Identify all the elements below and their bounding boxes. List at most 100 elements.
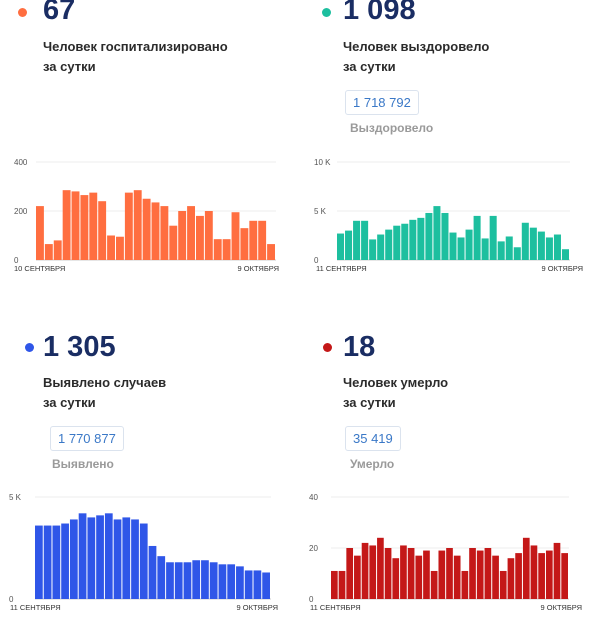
bar	[98, 201, 107, 260]
x-end-label: 9 ОКТЯБРЯ	[237, 603, 278, 612]
bar	[430, 570, 438, 599]
bar	[377, 234, 385, 260]
bar	[157, 556, 166, 599]
bar	[160, 206, 169, 260]
bar	[538, 553, 545, 599]
bar	[209, 562, 218, 599]
bar	[124, 192, 133, 261]
bar	[196, 215, 204, 260]
bar	[151, 202, 160, 260]
y-tick-label: 0	[309, 595, 314, 604]
bar	[457, 237, 465, 260]
bar	[561, 553, 568, 599]
bar	[227, 564, 236, 599]
bar	[337, 233, 345, 260]
bar	[492, 555, 499, 599]
bar	[537, 231, 545, 260]
deaths-desc-line1: Человек умерло	[343, 375, 449, 390]
bar	[484, 548, 492, 599]
y-tick-label: 5 K	[314, 207, 327, 216]
hospitalized-desc-line1: Человек госпитализировано	[43, 39, 228, 54]
bar	[507, 558, 515, 599]
y-tick-label: 20	[309, 544, 318, 553]
bar	[43, 525, 52, 599]
bar	[201, 560, 209, 599]
bar	[258, 220, 267, 260]
bar	[433, 206, 441, 260]
bar	[407, 548, 415, 599]
bar	[131, 519, 139, 599]
bar	[423, 550, 430, 599]
bar	[133, 190, 142, 260]
cases-total: 1 770 877	[50, 426, 124, 451]
bar	[513, 247, 521, 260]
bar	[545, 550, 553, 599]
bar	[377, 537, 384, 599]
bar	[505, 236, 513, 260]
bar	[489, 215, 497, 260]
bar	[522, 537, 530, 599]
bar	[148, 545, 157, 599]
bar	[499, 570, 507, 599]
bar	[361, 542, 369, 599]
recovered-desc-line1: Человек выздоровело	[343, 39, 490, 54]
bar	[61, 523, 69, 599]
bar	[369, 545, 377, 599]
bar	[218, 564, 227, 599]
bar	[166, 562, 174, 599]
bar	[231, 212, 240, 260]
bar	[62, 190, 71, 260]
y-tick-label: 200	[14, 207, 28, 216]
cases-desc-line2: за сутки	[43, 395, 96, 410]
bar	[473, 215, 481, 260]
cases-desc-line1: Выявлено случаев	[43, 375, 167, 390]
bar	[515, 553, 522, 599]
y-tick-label: 0	[314, 256, 319, 265]
bar	[553, 234, 561, 260]
bar	[80, 195, 89, 260]
x-start-label: 11 СЕНТЯБРЯ	[10, 603, 61, 612]
bar	[469, 548, 476, 599]
bar	[338, 570, 346, 599]
bar	[361, 220, 369, 260]
deaths-total: 35 419	[345, 426, 401, 451]
bar	[53, 240, 62, 260]
y-tick-label: 5 K	[9, 493, 22, 502]
bar	[392, 558, 400, 599]
bar	[425, 212, 433, 260]
bar	[35, 525, 43, 599]
bar	[178, 211, 187, 260]
x-end-label: 9 ОКТЯБРЯ	[238, 264, 279, 273]
hospitalized-desc-line2: за сутки	[43, 59, 96, 74]
bar	[415, 555, 423, 599]
bar	[438, 550, 446, 599]
hospitalized-value: 67	[43, 0, 76, 26]
x-end-label: 9 ОКТЯБРЯ	[542, 264, 583, 273]
bar	[78, 513, 87, 599]
bar	[529, 227, 537, 260]
bar	[169, 225, 178, 260]
hospitalized-chart: 400 200 010 СЕНТЯБРЯ 9 ОКТЯБРЯ	[14, 158, 279, 273]
deaths-value: 18	[343, 331, 376, 363]
bar	[104, 513, 113, 599]
bar	[69, 519, 78, 599]
x-start-label: 10 СЕНТЯБРЯ	[14, 264, 65, 273]
recovered-total: 1 718 792	[345, 90, 419, 115]
bar	[453, 555, 461, 599]
bar	[345, 230, 353, 260]
bar	[384, 548, 392, 599]
cases-value: 1 305	[43, 331, 116, 363]
bar	[409, 219, 417, 260]
deaths-desc-line2: за сутки	[343, 395, 396, 410]
bar	[204, 211, 213, 260]
recovered-dot	[322, 8, 331, 17]
bar	[116, 236, 124, 260]
bar	[481, 238, 489, 260]
bar	[71, 191, 80, 260]
bar	[213, 239, 222, 260]
bar	[249, 220, 258, 260]
bar	[553, 542, 561, 599]
bar	[446, 548, 453, 599]
bar	[253, 570, 262, 599]
bar	[267, 244, 275, 260]
